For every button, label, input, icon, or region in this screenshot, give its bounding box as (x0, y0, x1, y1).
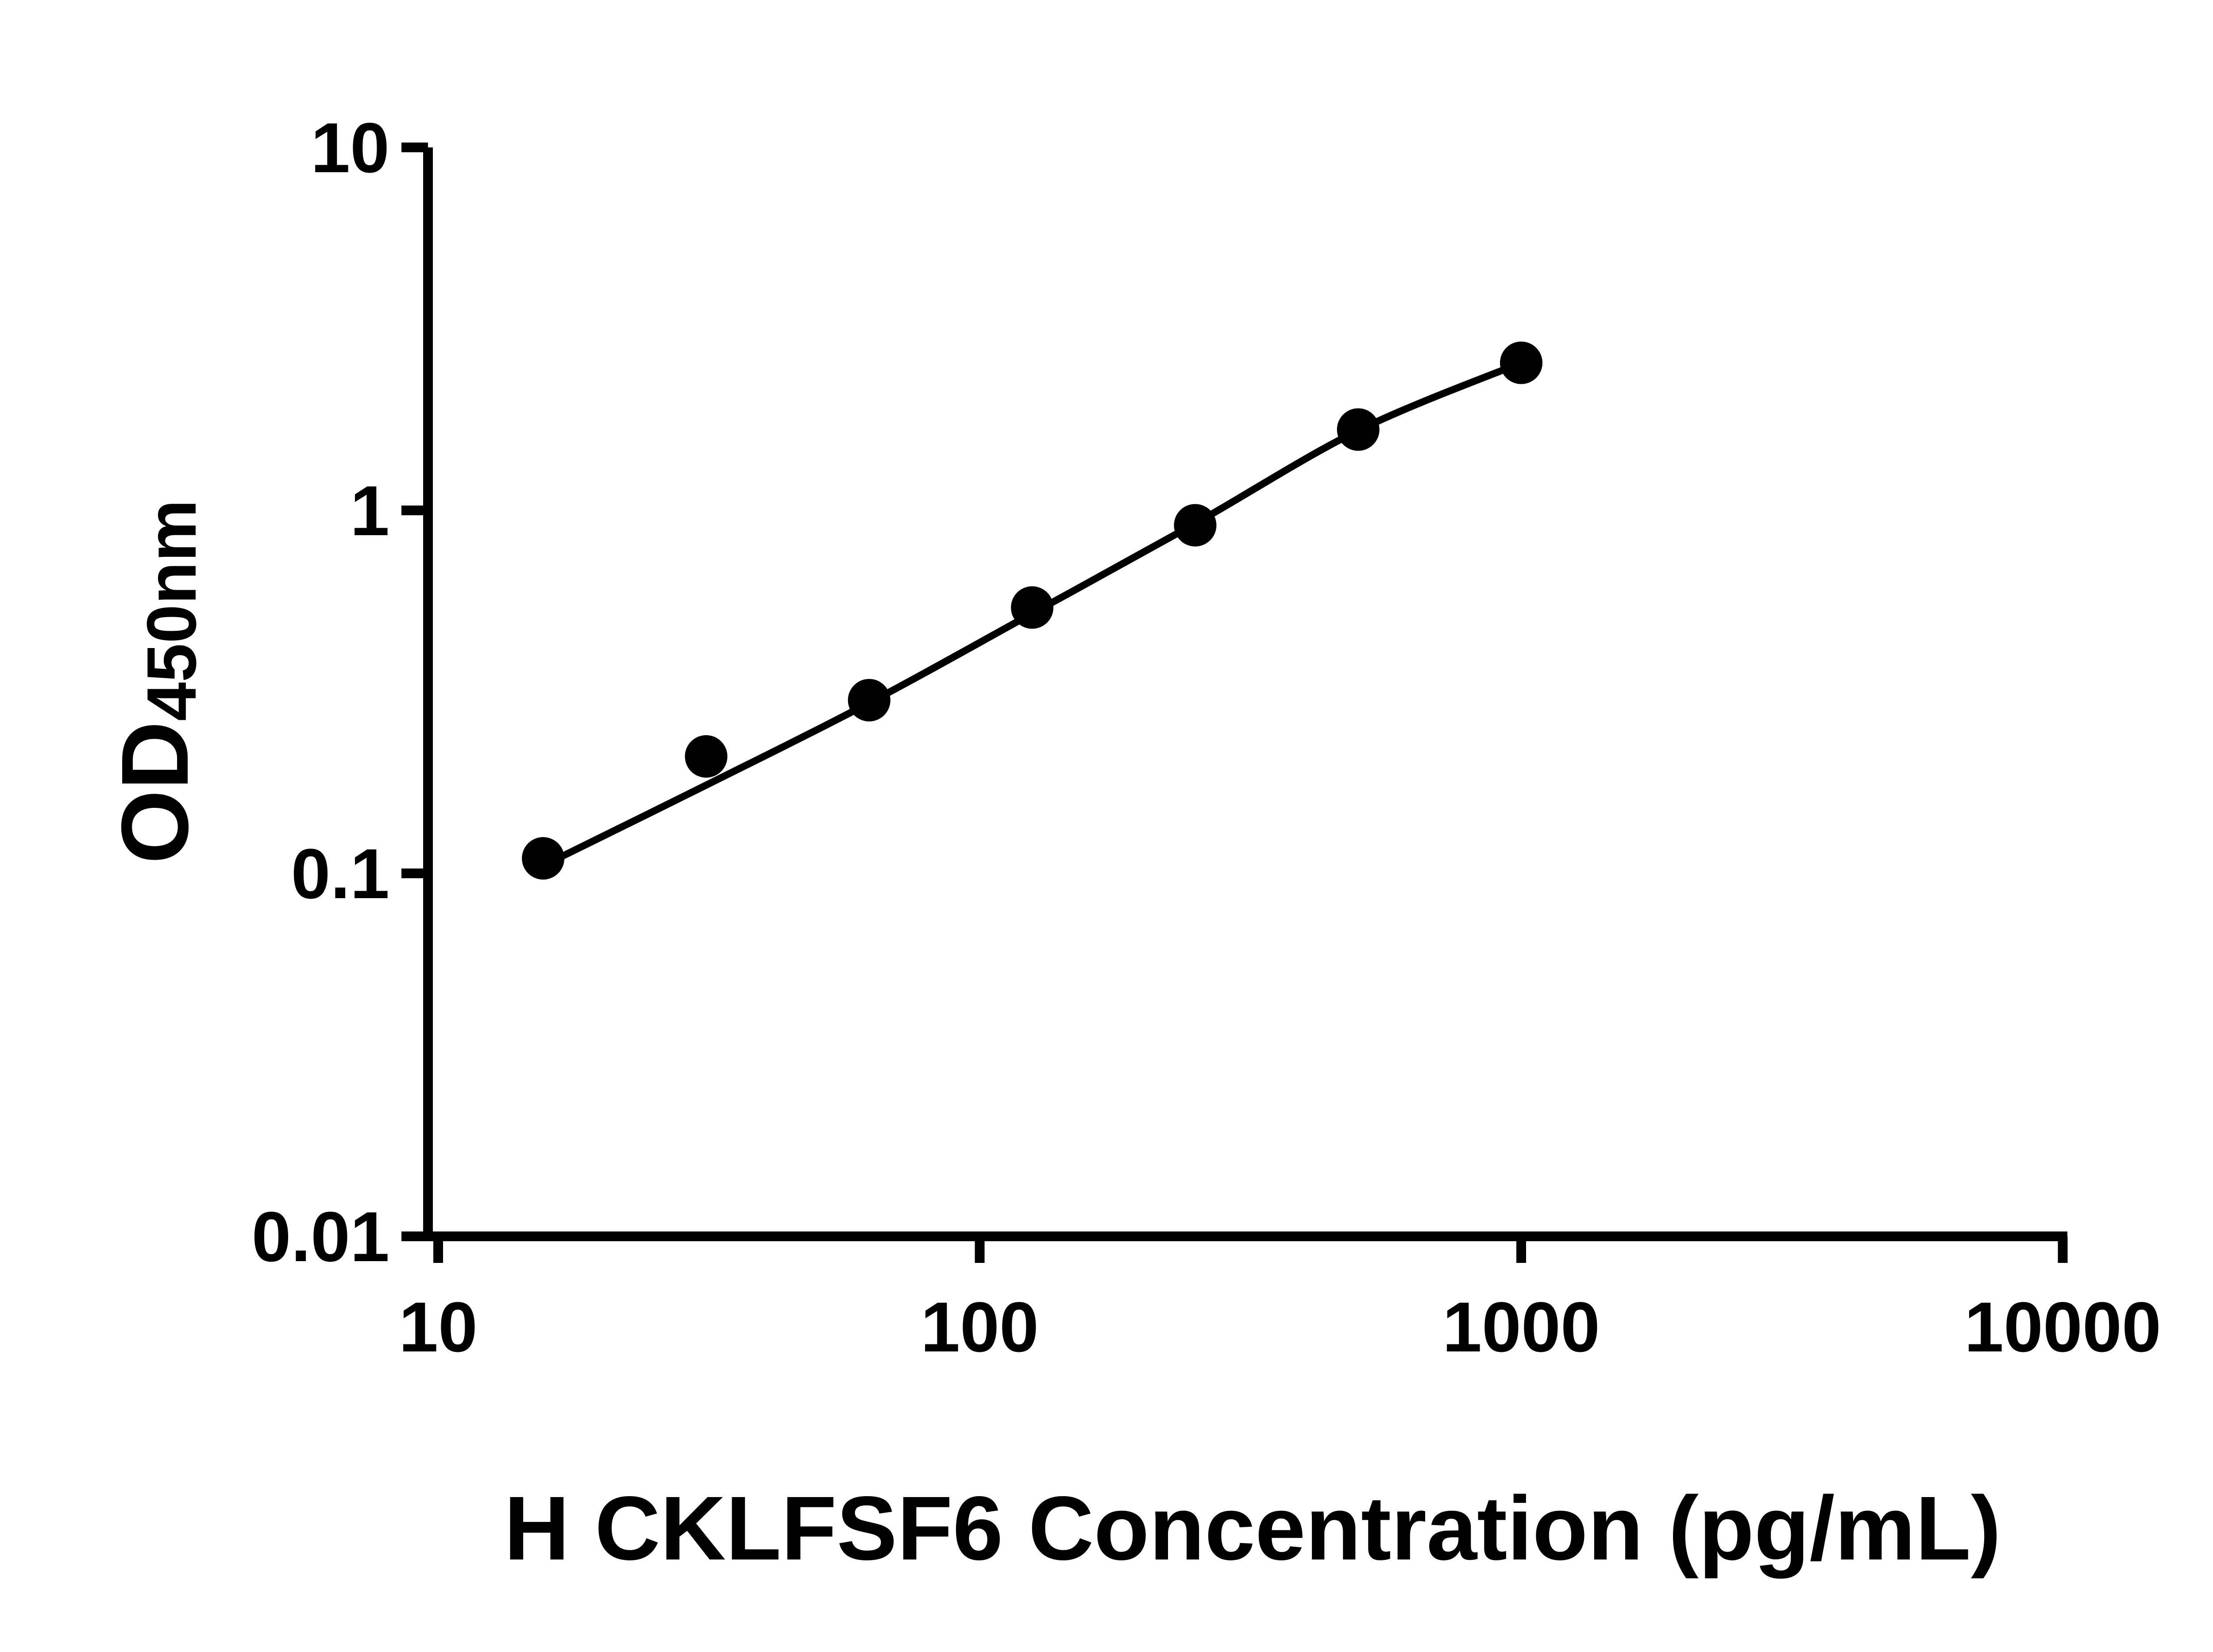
y-tick-label: 0.01 (252, 1197, 389, 1276)
y-axis-title: OD450nm (89, 239, 221, 1124)
x-tick-label: 100 (921, 1287, 1039, 1366)
data-point (1174, 504, 1217, 547)
data-point (848, 679, 891, 722)
y-tick-label: 1 (350, 471, 389, 550)
axis-lines (423, 147, 2067, 1241)
x-tick-label: 10000 (1964, 1287, 2161, 1366)
data-point (1500, 341, 1542, 384)
x-axis-title: H CKLFSF6 Concentration (pg/mL) (504, 1478, 2001, 1579)
data-point (522, 837, 565, 880)
data-point (1337, 408, 1380, 451)
y-axis-title-subscript: 450nm (133, 499, 211, 722)
y-axis-title-main: OD (101, 721, 208, 864)
y-tick-label: 0.1 (291, 834, 389, 913)
x-tick-label: 1000 (1442, 1287, 1600, 1366)
y-tick-label: 10 (311, 108, 389, 187)
x-tick-label: 10 (399, 1287, 478, 1366)
data-point (685, 735, 728, 778)
data-point (1011, 586, 1054, 629)
